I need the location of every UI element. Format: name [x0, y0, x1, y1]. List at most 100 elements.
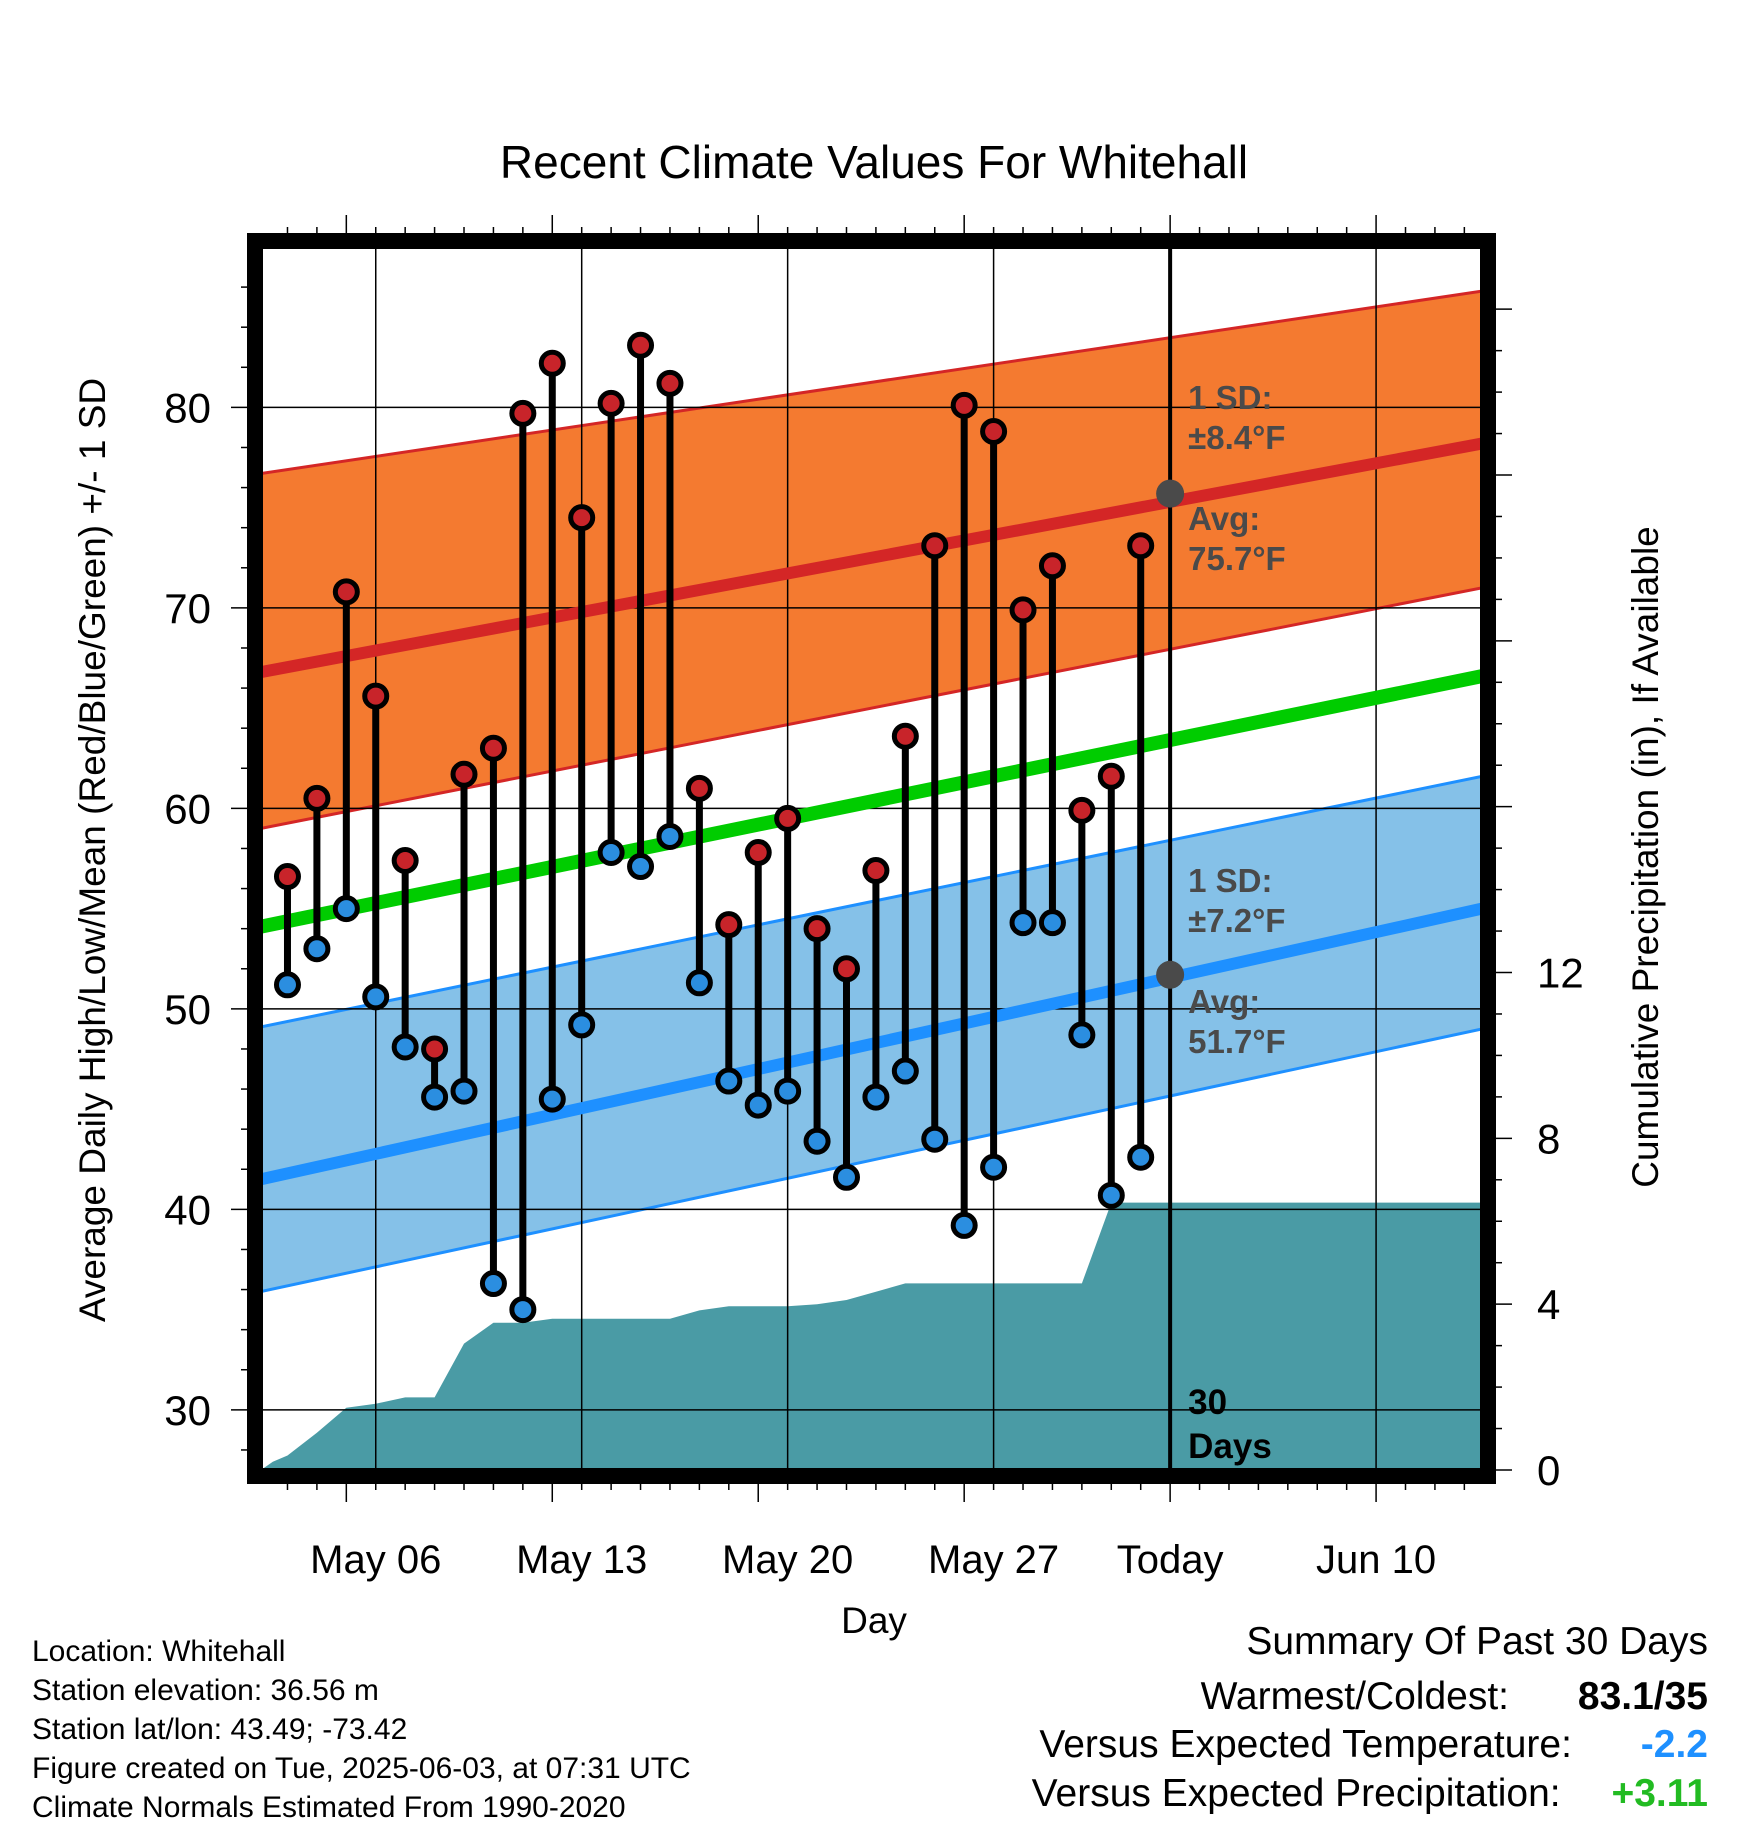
- low-sd-value: ±7.2°F: [1188, 902, 1285, 939]
- today-days-number: 30: [1188, 1383, 1227, 1422]
- daily-high-point: [450, 760, 478, 788]
- daily-high-point: [273, 863, 301, 891]
- daily-low-point: [303, 935, 331, 963]
- normal-low-line: [261, 902, 1482, 1186]
- precip-value: +3.11: [1611, 1772, 1708, 1815]
- daily-low-point: [656, 822, 684, 850]
- x-tick-label: May 27: [928, 1538, 1059, 1582]
- precip-area: [261, 1202, 1482, 1470]
- summary-title: Summary Of Past 30 Days: [1246, 1620, 1708, 1663]
- daily-low-point: [450, 1077, 478, 1105]
- y-tick-label: 70: [164, 585, 211, 632]
- warm-cold-label: Warmest/Coldest:: [1200, 1675, 1510, 1718]
- daily-low-point: [774, 1077, 802, 1105]
- daily-low-point: [332, 895, 360, 923]
- daily-low-point: [980, 1153, 1008, 1181]
- low-avg-label: Avg:: [1188, 983, 1260, 1020]
- daily-low-point: [862, 1083, 890, 1111]
- daily-high-point: [656, 369, 684, 397]
- summary-precip: Versus Expected Precipitation: +3.11: [1032, 1772, 1708, 1816]
- daily-low-point: [362, 983, 390, 1011]
- daily-low-point: [1127, 1143, 1155, 1171]
- figure-created: Figure created on Tue, 2025-06-03, at 07…: [32, 1752, 691, 1785]
- temp-value: -2.2: [1640, 1723, 1708, 1766]
- daily-high-point: [362, 682, 390, 710]
- daily-high-point: [332, 578, 360, 606]
- x-tick-label: May 13: [516, 1538, 647, 1582]
- daily-low-point: [421, 1083, 449, 1111]
- station-location: Location: Whitehall: [32, 1635, 286, 1668]
- y2-tick-label: 12: [1537, 950, 1584, 997]
- daily-high-point: [1127, 532, 1155, 560]
- daily-low-point: [1038, 909, 1066, 937]
- y-tick-label: 60: [164, 785, 211, 832]
- daily-low-point: [1009, 909, 1037, 937]
- y2-tick-label: 0: [1537, 1447, 1560, 1494]
- daily-low-point: [627, 853, 655, 881]
- summary-temp: Versus Expected Temperature: -2.2: [1039, 1723, 1708, 1767]
- high-sd-label: 1 SD:: [1188, 379, 1272, 416]
- low-avg-value: 51.7°F: [1188, 1023, 1286, 1060]
- daily-high-point: [774, 804, 802, 832]
- daily-high-point: [479, 734, 507, 762]
- y-tick-label: 40: [164, 1186, 211, 1233]
- y-tick-label: 30: [164, 1387, 211, 1434]
- station-latlon: Station lat/lon: 43.49; -73.42: [32, 1713, 408, 1746]
- daily-high-point: [1068, 796, 1096, 824]
- high-sd-band-upper-edge: [261, 289, 1482, 476]
- daily-low-point: [832, 1163, 860, 1191]
- daily-low-point: [568, 1011, 596, 1039]
- warm-cold-value: 83.1/35: [1577, 1675, 1708, 1718]
- high-sd-value: ±8.4°F: [1188, 419, 1285, 456]
- daily-low-point: [1097, 1181, 1125, 1209]
- today-high-avg-marker: [1156, 479, 1185, 508]
- y-tick-label: 80: [164, 384, 211, 431]
- daily-high-point: [1009, 596, 1037, 624]
- daily-high-point: [685, 774, 713, 802]
- daily-high-point: [1038, 552, 1066, 580]
- high-avg-value: 75.7°F: [1188, 540, 1286, 577]
- daily-low-point: [744, 1091, 772, 1119]
- daily-high-point: [1097, 762, 1125, 790]
- station-elevation: Station elevation: 36.56 m: [32, 1674, 379, 1707]
- daily-low-point: [891, 1057, 919, 1085]
- daily-low-point: [538, 1085, 566, 1113]
- x-tick-label: Today: [1117, 1538, 1224, 1582]
- daily-high-point: [509, 399, 537, 427]
- daily-high-point: [803, 915, 831, 943]
- daily-high-point: [891, 722, 919, 750]
- climate-normals-period: Climate Normals Estimated From 1990-2020: [32, 1791, 626, 1824]
- temp-label: Versus Expected Temperature:: [1039, 1723, 1572, 1766]
- daily-high-point: [921, 532, 949, 560]
- low-sd-band-lower-edge: [261, 1027, 1482, 1294]
- daily-low-point: [479, 1270, 507, 1298]
- daily-high-point: [715, 911, 743, 939]
- daily-high-point: [832, 955, 860, 983]
- summary-warm-cold: Warmest/Coldest: 83.1/35: [1201, 1675, 1708, 1719]
- normal-high-line: [261, 437, 1482, 678]
- daily-low-point: [921, 1125, 949, 1153]
- daily-low-point: [509, 1296, 537, 1324]
- chart-title: Recent Climate Values For Whitehall: [500, 136, 1248, 188]
- daily-low-point: [273, 971, 301, 999]
- y2-tick-label: 8: [1537, 1115, 1560, 1162]
- today-days-label: Days: [1188, 1427, 1272, 1466]
- plot-frame: [247, 233, 1496, 1484]
- y2-axis-label: Cumulative Precipitation (in), If Availa…: [1625, 526, 1666, 1188]
- daily-high-point: [744, 838, 772, 866]
- y-axis-label: Average Daily High/Low/Mean (Red/Blue/Gr…: [72, 378, 113, 1322]
- station-info: Location: Whitehall Station elevation: 3…: [32, 1632, 691, 1827]
- x-tick-label: May 06: [310, 1538, 441, 1582]
- daily-low-point: [685, 969, 713, 997]
- daily-high-point: [597, 389, 625, 417]
- x-tick-label: Jun 10: [1316, 1538, 1436, 1582]
- y-tick-label: 50: [164, 986, 211, 1033]
- daily-high-point: [538, 349, 566, 377]
- daily-low-point: [597, 838, 625, 866]
- daily-low-point: [1068, 1021, 1096, 1049]
- daily-low-point: [950, 1211, 978, 1239]
- daily-high-point: [862, 857, 890, 885]
- low-sd-label: 1 SD:: [1188, 862, 1272, 899]
